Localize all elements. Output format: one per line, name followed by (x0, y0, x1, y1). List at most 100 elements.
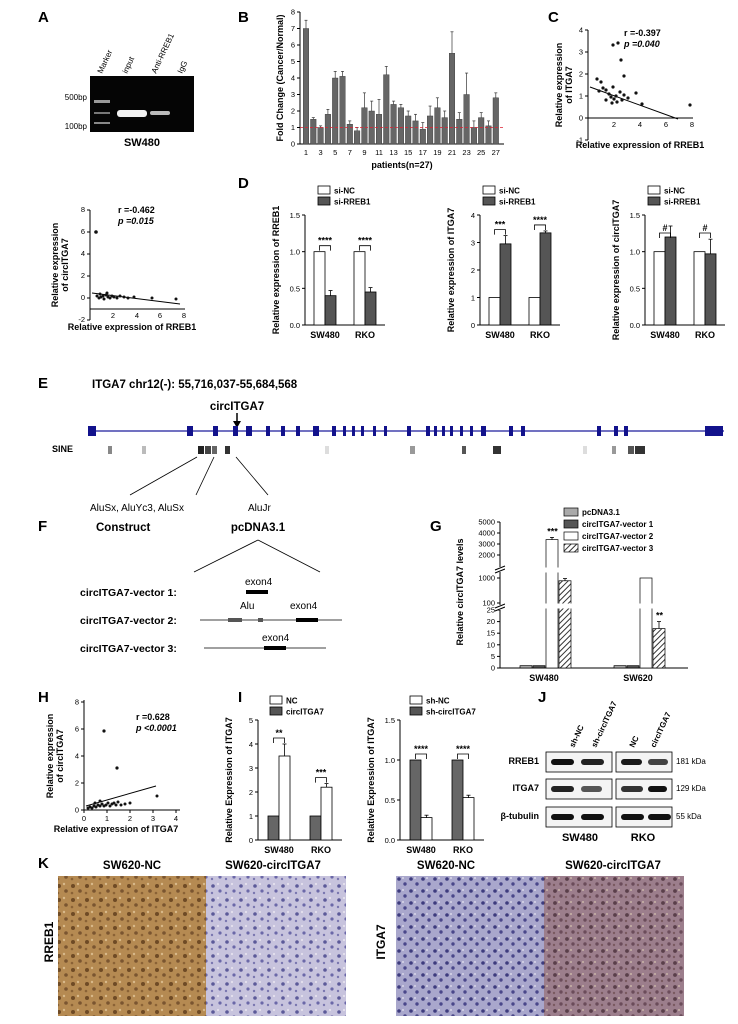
gel-band (150, 111, 170, 115)
y-tick: 1000 (478, 574, 495, 583)
panel-d: D 0.0 0.5 1.0 1.5 Relative expression of RRE… (238, 175, 725, 340)
panel-label: C (548, 9, 559, 26)
sine-element (583, 446, 587, 454)
ihc-row-label: ITGA7 (374, 924, 388, 960)
bar (478, 117, 485, 145)
blot-box (615, 751, 673, 773)
sine-element (493, 446, 501, 454)
y-tick: 4 (471, 211, 475, 220)
y-tick: 2 (75, 779, 79, 788)
x-tick: 6 (664, 120, 668, 129)
y-tick: 3000 (478, 540, 495, 549)
y-tick: 5 (491, 652, 495, 661)
blot-band (581, 759, 604, 765)
alu-label: AluSx, AluYc3, AluSx (90, 503, 184, 514)
bar (324, 114, 331, 145)
y-axis-label: of circITGA7 (55, 729, 65, 783)
alu-block (228, 618, 242, 622)
significance-bracket (315, 777, 327, 783)
legend-label: si-RREB1 (499, 198, 536, 207)
sine-element (212, 446, 217, 454)
bar-break (505, 567, 685, 573)
blot-band (621, 759, 642, 765)
exon-block (296, 426, 300, 436)
group-label: RKO (311, 845, 331, 855)
y-tick: 1.5 (630, 211, 640, 220)
size-label: 129 kDa (676, 784, 706, 793)
y-tick: 20 (487, 617, 495, 626)
bar (434, 107, 441, 145)
group-label: SW480 (562, 832, 598, 844)
sine-element (225, 446, 230, 454)
bar (532, 665, 546, 669)
data-points (595, 41, 692, 107)
locus-title: ITGA7 chr12(-): 55,716,037-55,684,568 (92, 379, 298, 391)
blot-band (648, 759, 668, 765)
gel-band (94, 122, 110, 124)
y-tick: 1.0 (290, 248, 300, 257)
y-axis-label: Fold Change (Cancer/Normal) (275, 14, 285, 141)
bar (427, 115, 434, 145)
legend-label: circITGA7-vector 3 (582, 544, 654, 553)
sine-track (108, 446, 645, 454)
significance-stars: ** (275, 728, 283, 738)
western-blots (545, 751, 673, 828)
ladder-label: 500bp (65, 93, 88, 102)
sine-element (142, 446, 146, 454)
y-tick: 0.0 (290, 321, 300, 330)
group-label: SW480 (529, 673, 559, 683)
bar (539, 232, 552, 326)
p-value: p =0.040 (623, 39, 660, 49)
legend-label: circITGA7 (286, 708, 324, 717)
y-axis-label: Relative expression (554, 43, 564, 128)
y-tick: 3 (249, 764, 253, 773)
bar (613, 665, 627, 669)
y-tick: 2000 (478, 551, 495, 560)
exon-block (246, 426, 252, 436)
group-label: RKO (355, 330, 375, 340)
bar (278, 755, 291, 841)
significance-stars: # (702, 223, 707, 233)
x-tick: 15 (404, 148, 412, 157)
sine-element (410, 446, 415, 454)
bar (354, 130, 361, 145)
x-axis-label: Relative expression of RREB1 (576, 140, 705, 150)
x-tick: 25 (477, 148, 485, 157)
group-label: SW480 (485, 330, 515, 340)
y-tick: 4 (75, 752, 79, 761)
exon-block (361, 426, 364, 436)
exon-block (313, 426, 319, 436)
legend-label: NC (286, 697, 298, 706)
exon-block (624, 426, 628, 436)
exon-block (509, 426, 513, 436)
construct-title: Construct (96, 522, 150, 534)
exon-block (373, 426, 376, 436)
y-axis-label: Relative expression of RREB1 (271, 206, 281, 335)
sine-element (325, 446, 329, 454)
data-points (86, 729, 159, 810)
legend-swatch (409, 706, 423, 716)
exon-block (460, 426, 463, 436)
significance-bracket (699, 232, 711, 238)
y-tick: 5000 (478, 518, 495, 527)
lane-label: circITGA7 (649, 710, 673, 749)
blot-band (648, 814, 671, 820)
y-ticks: -1 0 1 2 3 4 (576, 26, 588, 145)
exon-label: exon4 (262, 633, 290, 644)
y-axis-label: Relative circITGA7 levels (455, 538, 465, 645)
panel-c: C -1 0 1 2 3 4 2 4 6 8 r =-0.397 p =0.040 Rel… (548, 9, 704, 150)
y-tick: 0 (471, 321, 475, 330)
y-axis-label: Relative Expression of ITGA7 (224, 717, 234, 843)
bar (364, 291, 377, 326)
group-label: RKO (631, 832, 656, 844)
panel-label: B (238, 9, 249, 26)
y-tick: 1 (471, 294, 475, 303)
blot-band (581, 814, 604, 820)
exon-block (407, 426, 411, 436)
exon-label: exon4 (290, 601, 318, 612)
bar (412, 120, 419, 145)
legend-swatch (647, 196, 661, 206)
legend-swatch (409, 695, 423, 705)
panel-label: H (38, 689, 49, 706)
